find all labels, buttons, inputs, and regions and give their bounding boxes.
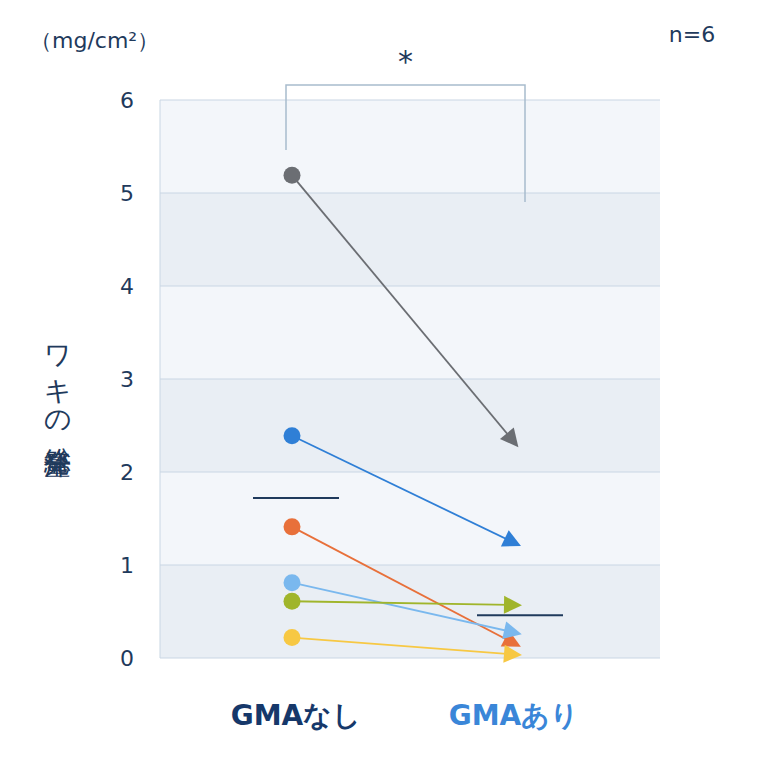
x-tick-label: GMAあり <box>449 699 580 732</box>
chart: 0 1 2 3 4 5 6 （mg/cm²） n=6 ワキの総発汗量 * GMAなし GMAあり <box>0 0 764 768</box>
series-line <box>292 527 512 642</box>
x-tick-label: GMAなし <box>231 699 362 732</box>
y-label: ワキの総発汗量 <box>43 327 74 478</box>
grid-line <box>160 564 660 565</box>
significance-bracket <box>286 85 525 202</box>
grid-band <box>160 193 660 286</box>
y-tick-label: 1 <box>120 553 134 578</box>
grid-band <box>160 472 660 565</box>
series-line <box>292 175 512 439</box>
y-axis-line <box>160 100 161 658</box>
point-before <box>284 593 301 610</box>
grid-band <box>160 286 660 379</box>
series-line <box>292 436 512 542</box>
series-line <box>292 601 512 605</box>
point-before <box>284 629 301 646</box>
point-after <box>502 621 523 642</box>
series-line <box>292 638 512 655</box>
grid-line <box>160 378 660 379</box>
series-line <box>292 583 512 632</box>
grid-line <box>160 471 660 472</box>
point-before <box>284 427 301 444</box>
point-after <box>501 530 525 554</box>
plot-marks <box>253 167 563 664</box>
point-after <box>503 645 522 664</box>
grid-band <box>160 379 660 472</box>
grid-band <box>160 100 660 193</box>
point-after <box>500 428 525 453</box>
grid-line <box>160 192 660 193</box>
mean-line <box>253 497 339 499</box>
y-tick-label: 3 <box>120 367 134 392</box>
grid-line <box>160 285 660 286</box>
y-tick-label: 2 <box>120 460 134 485</box>
significance-mark: * <box>398 44 413 79</box>
point-before <box>284 574 301 591</box>
point-after <box>504 596 522 614</box>
y-tick-label: 5 <box>120 181 134 206</box>
y-tick-label: 4 <box>120 274 134 299</box>
point-before <box>284 167 301 184</box>
mean-line <box>477 614 563 616</box>
grid-band <box>160 565 660 658</box>
grid-line <box>160 657 660 658</box>
annotation: n=6 <box>669 22 715 47</box>
grid-line <box>160 99 660 100</box>
point-before <box>284 518 301 535</box>
y-tick-label: 6 <box>120 88 134 113</box>
y-unit: （mg/cm²） <box>30 28 159 53</box>
y-tick-label: 0 <box>120 646 134 671</box>
